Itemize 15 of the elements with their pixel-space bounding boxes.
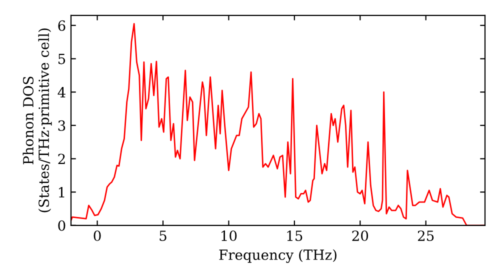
y-tick-label: 4 xyxy=(58,87,66,98)
x-tick-label: 20 xyxy=(352,230,368,242)
x-tick-label: 25 xyxy=(418,230,434,242)
x-tick-label: 10 xyxy=(222,230,237,242)
y-tick-label: 6 xyxy=(58,20,66,31)
x-tick-label: 15 xyxy=(287,230,302,242)
x-tick-label: 0 xyxy=(94,230,101,242)
y-axis-title: Phonon DOS (States/THz·primitive cell) xyxy=(22,28,52,212)
y-tick-label: 1 xyxy=(58,187,64,198)
y-tick-label: 2 xyxy=(58,154,65,164)
y-tick-label: 0 xyxy=(58,220,66,231)
x-axis-title: Frequency (THz) xyxy=(219,249,336,263)
y-tick-label: 3 xyxy=(58,120,66,131)
y-tick-label: 5 xyxy=(58,54,66,64)
x-tick-label: 5 xyxy=(160,230,166,242)
